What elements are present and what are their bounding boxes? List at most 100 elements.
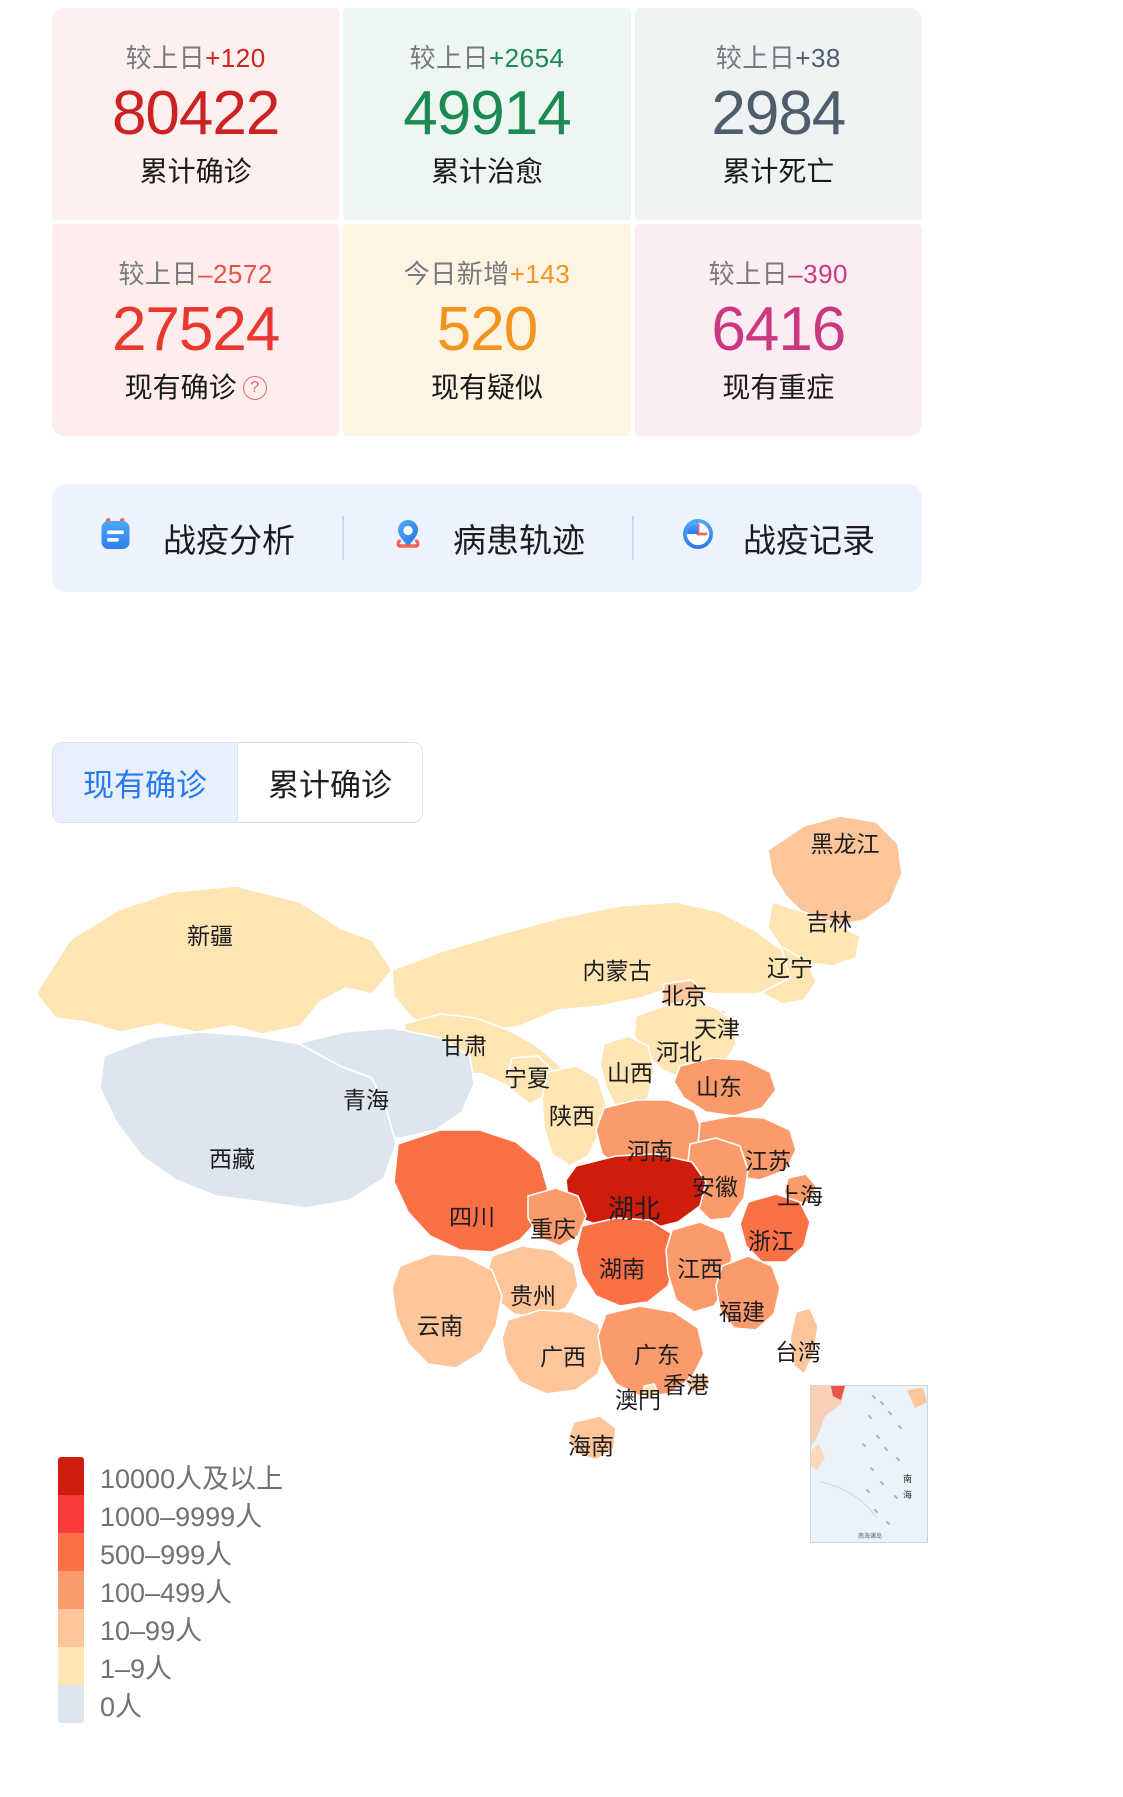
map-pin-icon <box>389 514 437 562</box>
stat-delta-value: +143 <box>509 258 571 289</box>
map-region[interactable] <box>643 1383 659 1401</box>
map-region[interactable] <box>567 1415 617 1461</box>
map-region[interactable] <box>527 1187 587 1247</box>
map-region[interactable] <box>783 1173 817 1205</box>
map-region[interactable] <box>597 1305 705 1397</box>
china-epidemic-map[interactable]: 黑龙江 吉林 辽宁 内蒙古 新疆 北京 天津 河北 山西 山东 甘肃 宁夏 陕西 青海 西藏 河南 江苏 上海 安徽… <box>0 726 1123 1797</box>
stat-delta-value: +38 <box>795 42 841 73</box>
map-legend: 10000人及以上 1000–9999人 500–999人 100–499人 10–99… <box>58 1457 283 1723</box>
tab-cumulative-confirmed[interactable]: 累计确诊 <box>237 743 422 822</box>
legend-swatch <box>58 1571 84 1609</box>
map-region-label: 青海 <box>343 1087 389 1113</box>
nav-item-label: 病患轨迹 <box>453 522 585 559</box>
map-region-label: 山东 <box>696 1074 742 1100</box>
stat-value: 6416 <box>711 294 846 364</box>
map-region[interactable] <box>767 815 903 927</box>
map-region[interactable] <box>501 1309 607 1395</box>
stat-delta-prefix: 较上日 <box>409 42 489 73</box>
stat-label-text: 现有疑似 <box>430 372 543 404</box>
stat-card-cumulative-cured: 较上日+2654 49914 累计治愈 <box>343 8 631 220</box>
map-region-label: 山西 <box>607 1060 653 1086</box>
map-region[interactable] <box>685 1371 711 1393</box>
map-region-label: 黑龙江 <box>811 831 880 857</box>
stat-label: 现有疑似 <box>431 366 543 406</box>
stat-delta-value: +2654 <box>488 42 565 73</box>
map-region-label: 贵州 <box>510 1283 556 1309</box>
map-region-label: 西藏 <box>209 1146 255 1172</box>
stat-delta-prefix: 较上日 <box>125 42 206 73</box>
stat-delta-prefix: 较上日 <box>715 42 796 73</box>
help-icon[interactable]: ? <box>242 376 267 401</box>
stat-value: 80422 <box>111 78 280 148</box>
legend-swatch <box>58 1495 84 1533</box>
feature-nav-bar: 战疫分析 病患轨迹 <box>52 484 922 592</box>
map-region-label: 甘肃 <box>441 1033 487 1059</box>
map-region-label: 河南 <box>627 1138 673 1164</box>
map-region[interactable] <box>767 900 861 967</box>
stat-delta-prefix: 较上日 <box>118 258 199 289</box>
map-region-label: 辽宁 <box>767 955 813 981</box>
stat-label: 现有重症 <box>722 366 834 406</box>
legend-label: 10000人及以上 <box>100 1463 284 1494</box>
map-region[interactable] <box>507 1055 553 1105</box>
stat-delta-prefix: 较上日 <box>708 258 789 289</box>
legend-label: 0人 <box>100 1691 143 1722</box>
map-region[interactable] <box>541 1065 607 1167</box>
stat-label: 累计治愈 <box>431 150 543 190</box>
map-region-label: 香港 <box>663 1372 709 1398</box>
stat-delta: 较上日+38 <box>716 38 841 75</box>
map-region[interactable] <box>673 1057 777 1117</box>
map-region[interactable] <box>715 1255 781 1331</box>
stat-delta: 较上日–390 <box>709 254 848 291</box>
map-region-label: 江西 <box>677 1256 723 1282</box>
stat-delta-prefix: 今日新增 <box>403 258 510 289</box>
map-region[interactable] <box>575 1217 677 1307</box>
legend-swatch <box>58 1457 84 1495</box>
legend-color-bar <box>58 1457 84 1723</box>
nav-item-patient-track[interactable]: 病患轨迹 <box>342 514 632 562</box>
legend-label: 500–999人 <box>100 1539 233 1570</box>
map-region[interactable] <box>393 1129 549 1253</box>
stat-label: 累计死亡 <box>722 150 834 190</box>
map-region[interactable] <box>739 1193 811 1263</box>
legend-swatch <box>58 1609 84 1647</box>
stat-delta: 较上日+2654 <box>409 38 564 75</box>
legend-swatch <box>58 1647 84 1685</box>
stat-label-text: 现有重症 <box>722 372 835 404</box>
tab-current-confirmed[interactable]: 现有确诊 <box>53 743 237 822</box>
stat-delta: 较上日+120 <box>126 38 266 75</box>
legend-swatch <box>58 1685 84 1723</box>
stat-value: 520 <box>436 294 538 364</box>
map-region[interactable] <box>35 885 393 1035</box>
svg-text:南海诸岛: 南海诸岛 <box>858 1532 882 1540</box>
stat-label-text: 现有确诊 <box>124 372 237 404</box>
stat-card-cumulative-confirmed: 较上日+120 80422 累计确诊 <box>52 8 340 220</box>
stat-label-text: 累计死亡 <box>722 156 835 188</box>
nav-item-label: 战疫记录 <box>743 522 875 559</box>
stat-delta-value: –2572 <box>198 258 273 289</box>
map-region-label: 吉林 <box>806 909 852 935</box>
stat-card-current-severe: 较上日–390 6416 现有重症 <box>634 224 922 436</box>
map-region-label: 台湾 <box>775 1339 821 1365</box>
map-region[interactable] <box>99 1031 397 1209</box>
stat-delta: 今日新增+143 <box>404 254 571 291</box>
svg-text:海: 海 <box>903 1489 912 1500</box>
clock-icon <box>679 514 727 562</box>
stats-grid: 较上日+120 80422 累计确诊 较上日+2654 49914 累计治愈 较上日+38 2… <box>52 8 922 436</box>
nav-item-analysis[interactable]: 战疫分析 <box>52 514 342 562</box>
map-region-label: 广东 <box>634 1342 680 1368</box>
nav-item-label: 战疫分析 <box>163 522 295 559</box>
stat-label: 累计确诊 <box>140 150 252 190</box>
map-region-label: 新疆 <box>187 923 233 949</box>
map-region-label: 四川 <box>449 1204 495 1230</box>
stat-value: 2984 <box>711 78 846 148</box>
map-region-label: 内蒙古 <box>583 958 652 984</box>
nav-item-record[interactable]: 战疫记录 <box>632 514 922 562</box>
map-region[interactable] <box>665 1221 733 1313</box>
map-region-label: 湖南 <box>599 1256 645 1282</box>
stat-value: 49914 <box>403 78 571 148</box>
map-region[interactable] <box>789 1307 819 1376</box>
south-china-sea-inset-map[interactable]: 南 海 南海诸岛 <box>810 1385 928 1543</box>
map-region[interactable] <box>391 1253 503 1369</box>
